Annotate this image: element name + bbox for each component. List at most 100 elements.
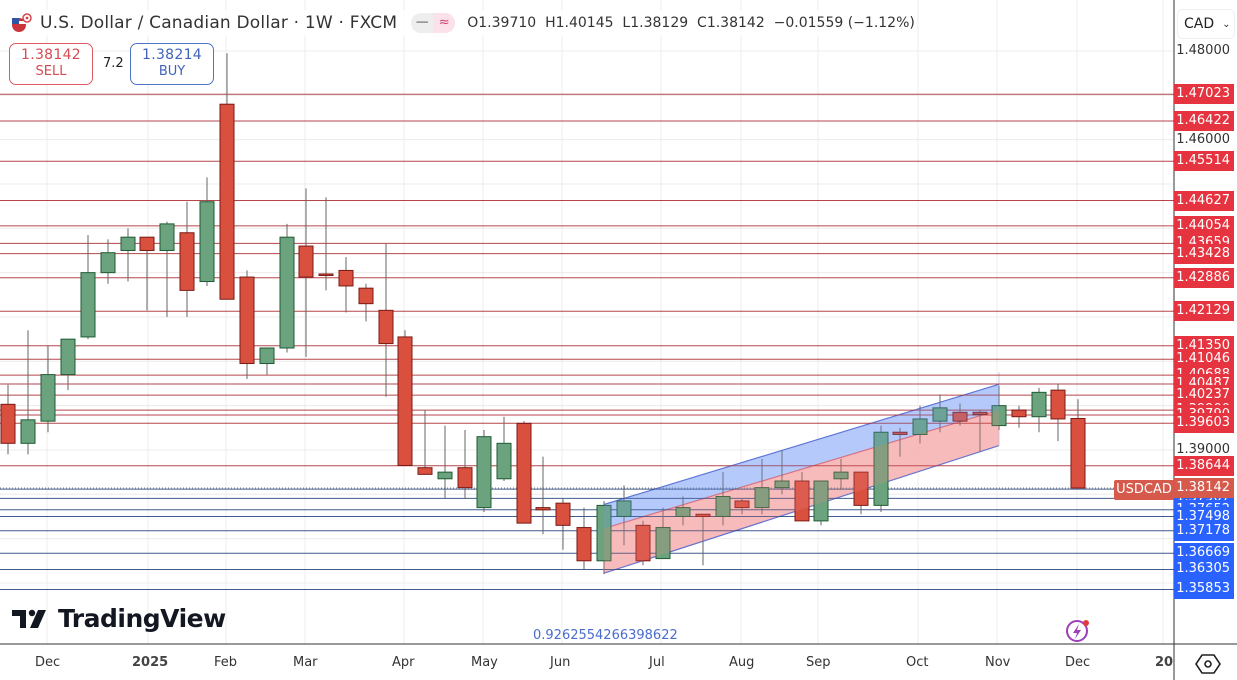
currency-value: CAD xyxy=(1184,16,1215,32)
candle xyxy=(239,276,255,365)
tradingview-wordmark: TradingView xyxy=(58,604,226,633)
candle xyxy=(219,103,235,300)
channel-deviation-label: 0.9262554266398622 xyxy=(533,628,678,643)
candle xyxy=(20,419,36,444)
minus-icon[interactable]: — xyxy=(415,15,429,30)
last-price-symbol-tag: USDCAD xyxy=(1114,480,1174,500)
resistance-level-label: 1.46422 xyxy=(1174,110,1234,131)
symbol-title[interactable]: U.S. Dollar / Canadian Dollar · 1W · FXC… xyxy=(40,13,398,33)
time-axis-label: Jul xyxy=(649,655,665,670)
gear-hex-icon[interactable] xyxy=(1195,652,1221,676)
time-axis-label: Aug xyxy=(729,655,755,670)
candle xyxy=(496,442,512,480)
change-value: −0.01559 xyxy=(773,15,844,31)
resistance-level-label: 1.43428 xyxy=(1174,243,1234,264)
candle xyxy=(397,336,413,466)
candle xyxy=(932,407,948,422)
change-percent: (−1.12%) xyxy=(847,15,915,31)
candle xyxy=(279,236,295,349)
high-value: 1.40145 xyxy=(555,15,614,31)
close-value: 1.38142 xyxy=(706,15,765,31)
resistance-level-label: 1.44627 xyxy=(1174,190,1234,211)
spread-value: 7.2 xyxy=(103,56,124,71)
candle xyxy=(199,201,215,283)
candle xyxy=(476,436,492,509)
candle xyxy=(655,527,671,560)
chart-header: U.S. Dollar / Canadian Dollar · 1W · FXC… xyxy=(8,10,915,36)
support-level-label: 1.36669 xyxy=(1174,543,1234,564)
candle xyxy=(1011,409,1027,418)
time-axis-label: Apr xyxy=(392,655,415,670)
tradingview-logo-icon xyxy=(12,609,46,628)
channel-upper-fill xyxy=(604,384,999,529)
sell-label: SELL xyxy=(35,64,67,79)
candle xyxy=(1050,389,1066,420)
currency-selector[interactable]: CAD ⌄ xyxy=(1177,9,1235,39)
candle xyxy=(616,500,632,517)
price-grid-label: 1.46000 xyxy=(1176,131,1230,147)
time-axis-label: Dec xyxy=(35,655,61,670)
time-axis-label: Jun xyxy=(550,655,571,670)
candle xyxy=(100,252,116,274)
time-axis-label: Dec xyxy=(1065,655,1091,670)
candle xyxy=(853,471,869,506)
candle xyxy=(833,471,849,480)
resistance-level-label: 1.38644 xyxy=(1174,455,1234,476)
candle xyxy=(120,236,136,251)
tradingview-watermark[interactable]: TradingView xyxy=(12,604,226,633)
low-value: 1.38129 xyxy=(630,15,689,31)
ohlc-readout: O1.39710 H1.40145 L1.38129 C1.38142 −0.0… xyxy=(467,15,915,31)
candle xyxy=(0,403,16,444)
resistance-level-label: 1.45514 xyxy=(1174,151,1234,172)
candle xyxy=(259,347,275,365)
time-axis-label: Oct xyxy=(906,655,929,670)
candle xyxy=(516,422,532,524)
chevron-down-icon: ⌄ xyxy=(1222,18,1231,30)
candle xyxy=(80,272,96,338)
candle xyxy=(892,431,908,435)
candle xyxy=(338,269,354,287)
resistance-level-label: 1.41046 xyxy=(1174,349,1234,370)
candle xyxy=(179,232,195,291)
sell-price: 1.38142 xyxy=(21,47,81,63)
approx-icon[interactable]: ≈ xyxy=(433,13,456,33)
candle xyxy=(873,431,889,506)
time-axis-label: Mar xyxy=(293,655,318,670)
support-level-label: 1.37178 xyxy=(1174,520,1234,541)
candle xyxy=(139,236,155,251)
sell-button[interactable]: 1.38142 SELL xyxy=(9,43,93,85)
open-value: 1.39710 xyxy=(478,15,537,31)
candle xyxy=(912,418,928,435)
candle xyxy=(417,467,433,475)
time-axis-label: 20 xyxy=(1155,655,1174,670)
resistance-level-label: 1.42129 xyxy=(1174,301,1234,322)
last-price-label: 1.38142 xyxy=(1174,478,1234,498)
candle xyxy=(159,223,175,251)
buy-label: BUY xyxy=(158,64,186,79)
price-grid-label: 1.39000 xyxy=(1176,441,1230,457)
time-axis-label: Feb xyxy=(214,655,238,670)
candle xyxy=(378,309,394,345)
time-axis-label: May xyxy=(471,655,498,670)
candle xyxy=(715,496,731,517)
buy-price: 1.38214 xyxy=(142,47,202,63)
candle xyxy=(1031,391,1047,418)
support-level-label: 1.35853 xyxy=(1174,579,1234,600)
candle xyxy=(555,502,571,526)
indicator-toggle-pill[interactable]: — ≈ xyxy=(411,13,456,33)
time-axis-label: 2025 xyxy=(132,655,169,670)
candle xyxy=(596,504,612,562)
lightning-icon[interactable] xyxy=(1064,617,1094,647)
candle xyxy=(535,507,551,511)
us-ca-flag-icon xyxy=(12,13,32,32)
resistance-level-label: 1.44054 xyxy=(1174,215,1234,236)
candle xyxy=(457,467,473,489)
candle xyxy=(774,480,790,489)
candle xyxy=(675,507,691,517)
candle xyxy=(794,480,810,522)
buy-button[interactable]: 1.38214 BUY xyxy=(130,43,214,85)
candle xyxy=(813,480,829,522)
candle xyxy=(318,273,334,276)
candle xyxy=(695,513,711,517)
